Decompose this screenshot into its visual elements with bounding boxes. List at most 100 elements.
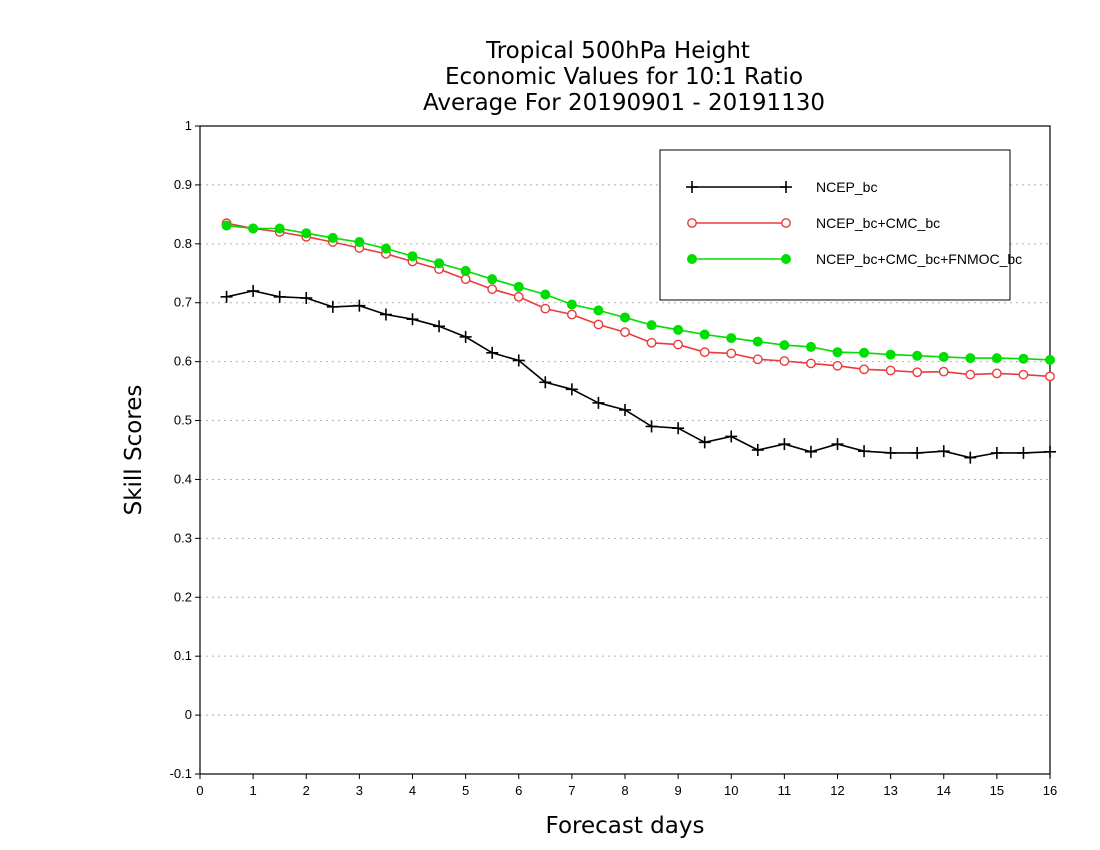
plus-marker — [964, 451, 977, 464]
filled-circle-marker — [885, 349, 896, 360]
filled-circle-marker — [380, 243, 391, 254]
y-tick-label: 0.8 — [174, 236, 192, 251]
x-tick-label: 1 — [250, 783, 257, 798]
filled-circle-marker — [566, 299, 577, 310]
plus-marker — [619, 403, 631, 416]
plus-marker — [645, 420, 658, 433]
title-line-3: Average For 20190901 - 20191130 — [423, 90, 825, 116]
filled-circle-marker — [407, 251, 418, 262]
plus-marker — [831, 438, 844, 451]
legend-entry-2: NCEP_bc+CMC_bc+FNMOC_bc — [687, 251, 1022, 267]
x-tick-label: 4 — [409, 783, 416, 798]
x-tick-label: 2 — [303, 783, 310, 798]
filled-circle-marker — [687, 254, 697, 264]
open-circle-marker — [566, 309, 577, 320]
legend-box — [659, 149, 1011, 301]
series-2 — [221, 220, 1055, 365]
x-tick-label: 10 — [724, 783, 738, 798]
series-line — [226, 290, 1051, 459]
y-tick-label: 0.2 — [174, 589, 192, 604]
filled-circle-marker — [248, 223, 259, 234]
open-circle-marker — [752, 354, 763, 365]
filled-circle-marker — [699, 329, 710, 340]
x-tick-label: 5 — [462, 783, 469, 798]
filled-circle-marker — [513, 281, 524, 292]
filled-circle-marker — [726, 333, 737, 344]
axis-ticks: -0.100.10.20.30.40.50.60.70.80.910 1 2 3 4 5 6… — [170, 118, 1058, 798]
open-circle-marker — [540, 303, 551, 314]
open-circle-marker — [859, 364, 869, 375]
legend-label: NCEP_bc+CMC_bc+FNMOC_bc — [816, 251, 1022, 267]
filled-circle-marker — [912, 350, 923, 361]
plus-marker — [379, 308, 392, 321]
plus-marker — [1017, 446, 1030, 459]
open-circle-marker — [938, 366, 949, 377]
series-0 — [220, 284, 1056, 464]
y-tick-label: 0.6 — [174, 354, 192, 369]
filled-circle-marker — [965, 353, 976, 364]
filled-circle-marker — [540, 289, 551, 300]
x-tick-label: 13 — [883, 783, 897, 798]
plus-marker — [751, 444, 764, 456]
open-circle-marker — [726, 348, 737, 359]
x-tick-label: 14 — [937, 783, 951, 798]
plus-marker — [672, 422, 685, 435]
filled-circle-marker — [991, 353, 1002, 364]
x-tick-label: 16 — [1043, 783, 1057, 798]
open-circle-marker — [699, 347, 710, 358]
filled-circle-marker — [673, 324, 684, 335]
filled-circle-marker — [938, 351, 949, 362]
data-series — [220, 218, 1056, 464]
x-tick-label: 0 — [196, 783, 203, 798]
plus-marker — [937, 445, 950, 458]
plus-marker — [725, 430, 738, 443]
y-tick-label: -0.1 — [170, 766, 192, 781]
plus-marker — [326, 300, 339, 313]
plus-marker — [804, 445, 817, 458]
legend-items: NCEP_bc NCEP_bc+CMC_bc NCEP_bc+CMC_bc+FNMO… — [686, 179, 1022, 267]
open-circle-marker — [673, 339, 684, 350]
filled-circle-marker — [354, 237, 365, 248]
filled-circle-marker — [434, 258, 445, 269]
open-circle-marker — [965, 369, 976, 380]
filled-circle-marker — [274, 223, 285, 234]
open-circle-marker — [832, 360, 843, 371]
filled-circle-marker — [779, 340, 790, 351]
plus-marker — [780, 181, 792, 193]
plus-marker — [698, 436, 711, 449]
open-circle-marker — [885, 365, 896, 376]
x-tick-label: 15 — [990, 783, 1004, 798]
filled-circle-marker — [1045, 354, 1055, 365]
y-tick-label: 0 — [185, 707, 192, 722]
filled-circle-marker — [620, 312, 630, 323]
open-circle-marker — [513, 291, 524, 302]
open-circle-marker — [912, 367, 923, 378]
legend-label: NCEP_bc+CMC_bc — [816, 215, 940, 231]
open-circle-marker — [687, 218, 697, 228]
plus-marker — [884, 446, 897, 459]
filled-circle-marker — [805, 341, 816, 352]
open-circle-marker — [1018, 369, 1029, 380]
filled-circle-marker — [593, 305, 604, 316]
x-tick-label: 8 — [621, 783, 628, 798]
x-axis-title: Forecast days — [546, 813, 705, 839]
plus-marker — [300, 292, 313, 305]
plus-marker — [592, 396, 605, 409]
y-tick-label: 0.7 — [174, 295, 192, 310]
filled-circle-marker — [859, 347, 870, 358]
plus-marker — [433, 320, 446, 333]
plus-marker — [512, 354, 525, 367]
plus-marker — [247, 284, 260, 297]
plus-marker — [858, 445, 871, 458]
title-line-1: Tropical 500hPa Height — [485, 38, 750, 64]
open-circle-marker — [781, 218, 791, 228]
filled-circle-marker — [832, 347, 843, 358]
plus-marker — [459, 330, 472, 343]
y-tick-label: 0.3 — [174, 530, 192, 545]
open-circle-marker — [991, 368, 1002, 379]
y-tick-label: 0.4 — [174, 471, 192, 486]
filled-circle-marker — [221, 220, 232, 231]
y-tick-label: 0.9 — [174, 177, 192, 192]
plus-marker — [1044, 445, 1056, 458]
plus-marker — [778, 438, 791, 451]
